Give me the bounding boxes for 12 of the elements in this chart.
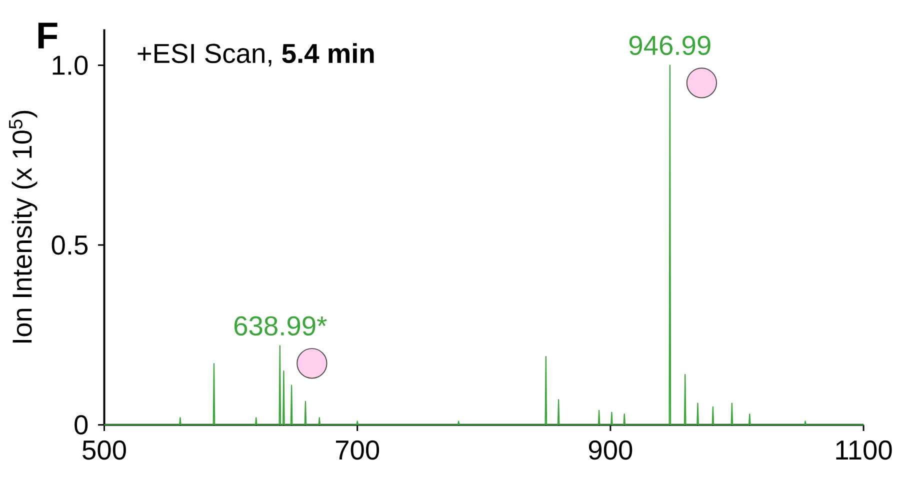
x-tick-label: 900 bbox=[588, 440, 632, 460]
x-tick-label: 500 bbox=[82, 440, 126, 460]
y-tick-label: 0.5 bbox=[52, 235, 88, 255]
y-axis-title: Ion Intensity (x 10$^{5}$) bbox=[9, 110, 38, 343]
y-tick-label: 1.0 bbox=[52, 56, 88, 76]
x-tick-label: 700 bbox=[336, 440, 380, 460]
chart-title: +ESI Scan, 5.4 min bbox=[138, 43, 374, 66]
x-tick-label: 1100 bbox=[836, 440, 892, 460]
annotation: 638.99* bbox=[234, 316, 327, 336]
text: F bbox=[38, 22, 58, 48]
annotation: 946.99 bbox=[629, 36, 710, 56]
y-tick-label: 0 bbox=[74, 415, 88, 435]
